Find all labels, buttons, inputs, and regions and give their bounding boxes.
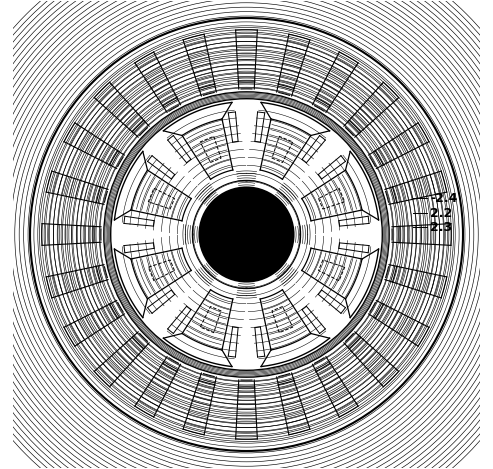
Text: 2.2: 2.2 [430,207,453,220]
Circle shape [199,187,294,282]
Text: -2.4: -2.4 [430,191,458,204]
Text: 2.3: 2.3 [430,221,453,234]
